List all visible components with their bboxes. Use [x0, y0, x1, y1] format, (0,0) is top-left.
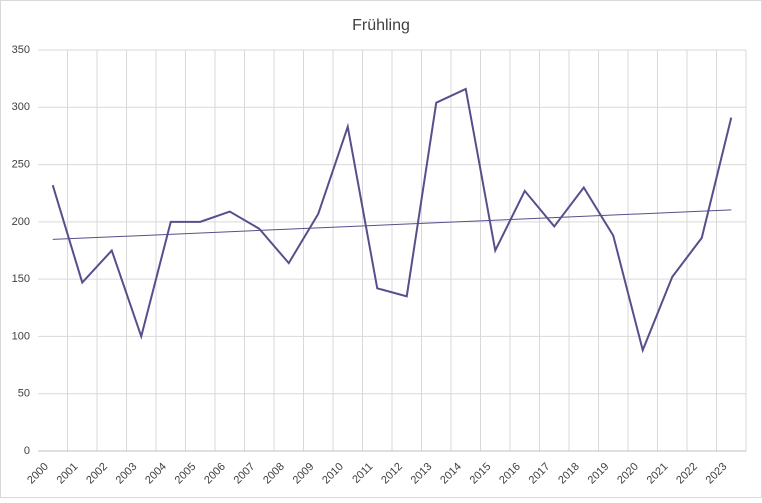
y-tick-label: 0 — [24, 445, 30, 457]
chart-title: Frühling — [352, 17, 410, 34]
y-tick-label: 250 — [12, 158, 30, 170]
y-tick-label: 50 — [18, 388, 30, 400]
data-line — [51, 87, 733, 354]
y-tick-label: 350 — [12, 44, 30, 56]
trendline — [52, 209, 732, 240]
y-tick-label: 150 — [12, 273, 30, 285]
y-tick-label: 300 — [12, 101, 30, 113]
y-tick-label: 100 — [12, 330, 30, 342]
y-tick-label: 200 — [12, 216, 30, 228]
